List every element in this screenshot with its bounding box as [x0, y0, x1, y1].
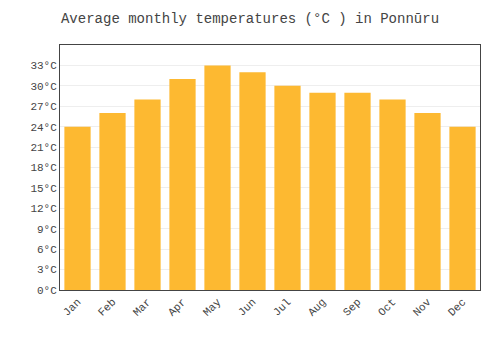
svg-text:12°C: 12°C	[30, 203, 57, 215]
svg-text:Jan: Jan	[61, 296, 83, 318]
svg-text:27°C: 27°C	[30, 101, 57, 113]
svg-text:Oct: Oct	[376, 296, 398, 318]
svg-text:Jun: Jun	[236, 296, 258, 318]
svg-text:0°C: 0°C	[37, 285, 57, 297]
svg-text:Nov: Nov	[411, 296, 434, 319]
svg-text:18°C: 18°C	[30, 162, 57, 174]
svg-text:Dec: Dec	[446, 296, 468, 318]
svg-text:May: May	[201, 296, 224, 319]
svg-text:Mar: Mar	[131, 296, 153, 318]
svg-text:30°C: 30°C	[30, 81, 57, 93]
svg-text:6°C: 6°C	[37, 244, 57, 256]
svg-text:Feb: Feb	[96, 296, 118, 318]
svg-text:24°C: 24°C	[30, 122, 57, 134]
svg-text:Apr: Apr	[166, 296, 188, 318]
svg-text:33°C: 33°C	[30, 60, 57, 72]
svg-text:Jul: Jul	[271, 296, 293, 318]
svg-text:Average monthly temperatures (: Average monthly temperatures (°C ) in Po…	[61, 11, 439, 27]
svg-text:Sep: Sep	[341, 296, 363, 318]
svg-text:3°C: 3°C	[37, 264, 57, 276]
svg-text:15°C: 15°C	[30, 183, 57, 195]
svg-text:Aug: Aug	[306, 296, 328, 318]
svg-text:9°C: 9°C	[37, 224, 57, 236]
svg-text:21°C: 21°C	[30, 142, 57, 154]
